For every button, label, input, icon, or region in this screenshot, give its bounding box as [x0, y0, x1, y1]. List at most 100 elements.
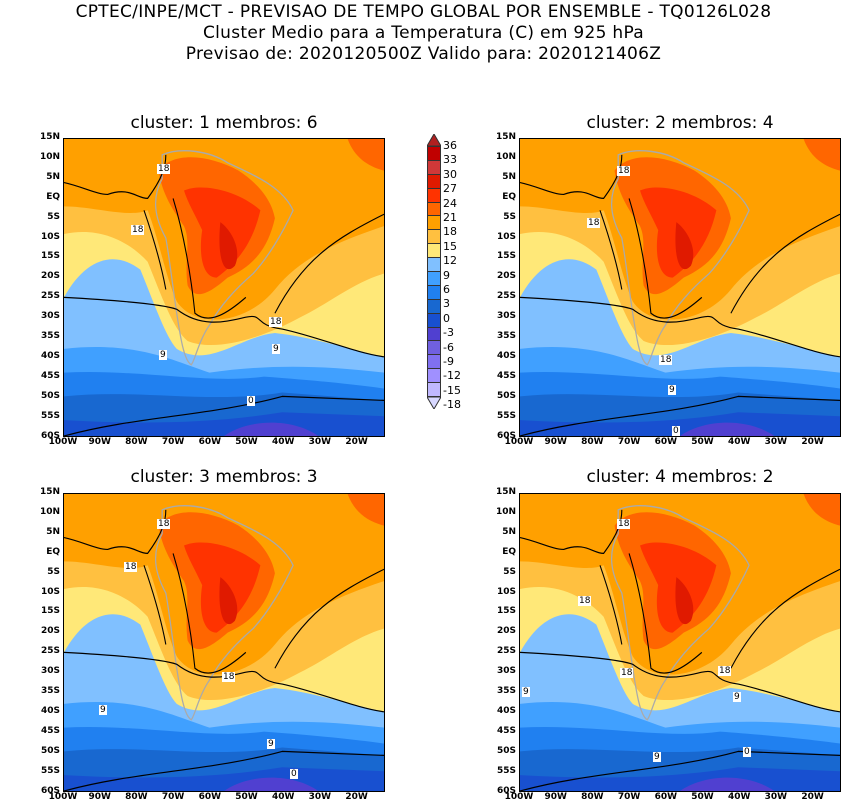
- lat-tick-label: 15N: [39, 132, 60, 142]
- panel-2-map: 18 18 18 9 0: [519, 138, 841, 437]
- colorbar-top-arrow: [427, 134, 441, 146]
- lat-tick-label: 5N: [46, 171, 60, 182]
- colorbar-swatch: [427, 188, 441, 203]
- lat-tick-label: 30S: [40, 311, 60, 322]
- lon-tick-label: 30W: [764, 792, 788, 802]
- contour-label: 18: [157, 519, 171, 529]
- figure-title-line1: CPTEC/INPE/MCT - PREVISAO DE TEMPO GLOBA…: [75, 2, 772, 22]
- contour-label: 18: [617, 166, 631, 176]
- colorbar-bottom-arrow: [427, 397, 441, 410]
- colorbar-level-label: -12: [443, 369, 461, 383]
- lon-tick-label: 100W: [48, 437, 78, 447]
- lat-tick-label: 5S: [47, 211, 60, 222]
- lat-tick-label: 40S: [496, 350, 516, 361]
- lat-tick-label: 10N: [495, 151, 516, 162]
- contour-label: 9: [653, 752, 661, 762]
- colorbar-level-label: 24: [443, 196, 457, 210]
- lat-tick-label: 60S: [496, 785, 516, 796]
- lon-tick-label: 20W: [801, 792, 824, 802]
- contour-label: 9: [267, 739, 275, 749]
- lon-tick-label: 60W: [198, 792, 222, 802]
- lat-tick-label: 45S: [40, 725, 60, 736]
- contour-label: 9: [668, 385, 676, 395]
- lon-tick-label: 80W: [125, 437, 148, 447]
- lat-tick-label: 20S: [496, 271, 516, 282]
- lat-tick-label: 35S: [40, 686, 60, 696]
- colorbar-swatch: [427, 327, 441, 342]
- contour-label: 18: [131, 225, 145, 235]
- lon-tick-label: 80W: [581, 792, 604, 802]
- lat-tick-label: 10S: [496, 231, 516, 242]
- colorbar-swatch: [427, 230, 441, 245]
- colorbar-swatch: [427, 147, 441, 161]
- lat-tick-label: 10N: [495, 506, 516, 517]
- lat-tick-label: 55S: [40, 410, 60, 421]
- lat-tick-label: 5S: [47, 566, 60, 577]
- lat-tick-label: 10S: [40, 586, 60, 597]
- colorbar-swatch: [427, 313, 441, 328]
- lat-tick-label: 5N: [502, 171, 516, 182]
- lat-tick-label: 5S: [503, 211, 516, 222]
- lon-tick-label: 40W: [727, 437, 751, 447]
- lat-tick-label: 10N: [39, 151, 60, 162]
- lon-tick-label: 90W: [88, 437, 111, 447]
- panel-1-title: cluster: 1 membros: 6: [130, 113, 318, 133]
- lon-tick-label: 20W: [801, 437, 824, 447]
- lon-tick-label: 90W: [88, 792, 111, 802]
- colorbar-level-label: 18: [443, 225, 457, 239]
- lon-tick-label: 40W: [727, 792, 751, 802]
- lon-tick-label: 100W: [504, 792, 534, 802]
- lat-tick-label: EQ: [502, 191, 516, 202]
- panel-4-title: cluster: 4 membros: 2: [586, 467, 774, 487]
- figure-title-line2: Cluster Medio para a Temperatura (C) em …: [202, 23, 645, 43]
- lat-tick-label: 50S: [496, 745, 516, 756]
- lat-tick-label: 55S: [40, 765, 60, 776]
- lon-tick-label: 80W: [125, 792, 148, 802]
- contour-label: 18: [124, 562, 138, 572]
- colorbar-level-label: -18: [443, 398, 461, 412]
- lat-tick-label: 20S: [496, 626, 516, 637]
- colorbar-level-label: -9: [443, 355, 454, 368]
- lat-tick-label: 15S: [40, 251, 60, 262]
- lat-tick-label: 25S: [40, 291, 60, 302]
- lat-tick-label: 20S: [40, 271, 60, 282]
- lat-tick-label: 10S: [496, 586, 516, 597]
- colorbar-swatch: [427, 383, 441, 398]
- lat-tick-label: 35S: [496, 331, 516, 341]
- lat-tick-label: 35S: [40, 331, 60, 341]
- contour-label: 0: [247, 396, 255, 406]
- colorbar-level-label: 3: [443, 297, 450, 311]
- lon-tick-label: 70W: [161, 792, 185, 802]
- colorbar-swatch: [427, 341, 441, 356]
- figure-title-line3: Previsao de: 2020120500Z Valido para: 20…: [185, 44, 662, 64]
- colorbar-level-label: 6: [443, 283, 450, 296]
- panel-3-title: cluster: 3 membros: 3: [130, 467, 318, 487]
- lat-tick-label: 40S: [40, 350, 60, 361]
- contour-label: 9: [272, 344, 280, 354]
- colorbar-swatch: [427, 244, 441, 259]
- lat-tick-label: 45S: [496, 725, 516, 736]
- colorbar-swatch: [427, 202, 441, 217]
- lat-tick-label: 50S: [40, 745, 60, 756]
- colorbar-level-label: 15: [443, 239, 457, 253]
- contour-label: 0: [672, 426, 680, 436]
- lon-tick-label: 80W: [581, 437, 604, 447]
- colorbar-level-label: 27: [443, 182, 457, 196]
- lat-tick-label: 40S: [496, 705, 516, 716]
- lat-tick-label: 60S: [40, 785, 60, 796]
- lon-tick-label: 40W: [271, 792, 295, 802]
- colorbar-swatch: [427, 355, 441, 370]
- contour-label: 18: [222, 672, 236, 682]
- colorbar-level-label: -15: [443, 383, 461, 397]
- lat-tick-label: 50S: [496, 390, 516, 401]
- colorbar-swatch: [427, 174, 441, 189]
- lat-tick-label: 25S: [40, 646, 60, 657]
- panel-4-map: 18 18 18 18 9 9 9 0: [519, 493, 841, 792]
- lat-tick-label: 15N: [495, 487, 516, 497]
- contour-label: 18: [269, 317, 283, 327]
- lon-tick-label: 70W: [617, 792, 641, 802]
- lon-tick-label: 100W: [504, 437, 534, 447]
- contour-label: 18: [620, 668, 634, 678]
- lat-tick-label: 25S: [496, 291, 516, 302]
- contour-label: 18: [659, 355, 673, 365]
